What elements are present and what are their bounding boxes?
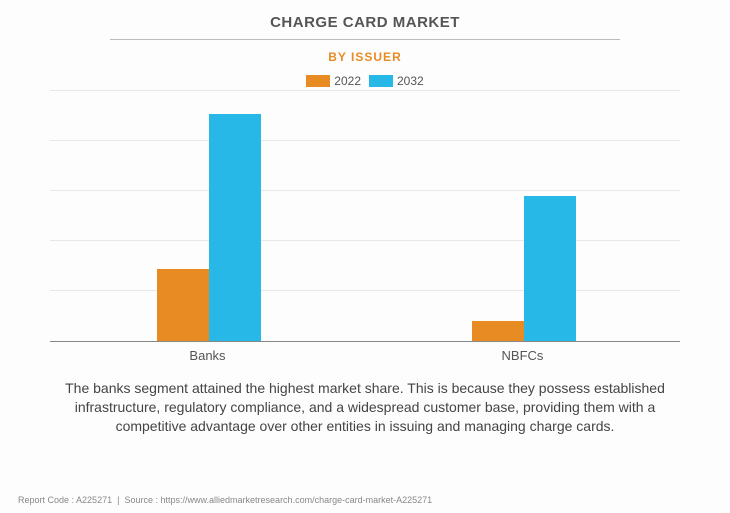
gridline	[50, 90, 680, 91]
bar-2022-nbfcs	[472, 321, 524, 341]
title-underline	[110, 39, 620, 40]
legend-label-2022: 2022	[334, 74, 361, 88]
gridline	[50, 290, 680, 291]
gridline	[50, 140, 680, 141]
chart-description: The banks segment attained the highest m…	[18, 363, 712, 436]
footer-report-label: Report Code :	[18, 495, 74, 505]
legend-swatch-2022	[306, 75, 330, 87]
gridline	[50, 240, 680, 241]
report-footer: Report Code : A225271 | Source : https:/…	[18, 495, 432, 505]
chart-title: CHARGE CARD MARKET	[18, 14, 712, 39]
xaxis-label-nbfcs: NBFCs	[365, 348, 680, 363]
footer-source-url: https://www.alliedmarketresearch.com/cha…	[161, 495, 433, 505]
legend-swatch-2032	[369, 75, 393, 87]
bar-2032-nbfcs	[524, 196, 576, 341]
gridline	[50, 190, 680, 191]
bar-group	[157, 114, 261, 342]
legend-label-2032: 2032	[397, 74, 424, 88]
chart-plot	[50, 92, 680, 342]
bar-group	[472, 196, 576, 341]
legend-item-2032: 2032	[369, 74, 424, 88]
chart-plot-area: Banks NBFCs	[50, 92, 680, 363]
chart-subtitle: BY ISSUER	[18, 50, 712, 64]
bar-2032-banks	[209, 114, 261, 342]
chart-legend: 2022 2032	[18, 74, 712, 88]
legend-item-2022: 2022	[306, 74, 361, 88]
chart-xaxis: Banks NBFCs	[50, 342, 680, 363]
xaxis-label-banks: Banks	[50, 348, 365, 363]
bar-2022-banks	[157, 269, 209, 342]
footer-report-code: A225271	[76, 495, 112, 505]
footer-sep: |	[117, 495, 119, 505]
footer-source-label: Source :	[124, 495, 158, 505]
